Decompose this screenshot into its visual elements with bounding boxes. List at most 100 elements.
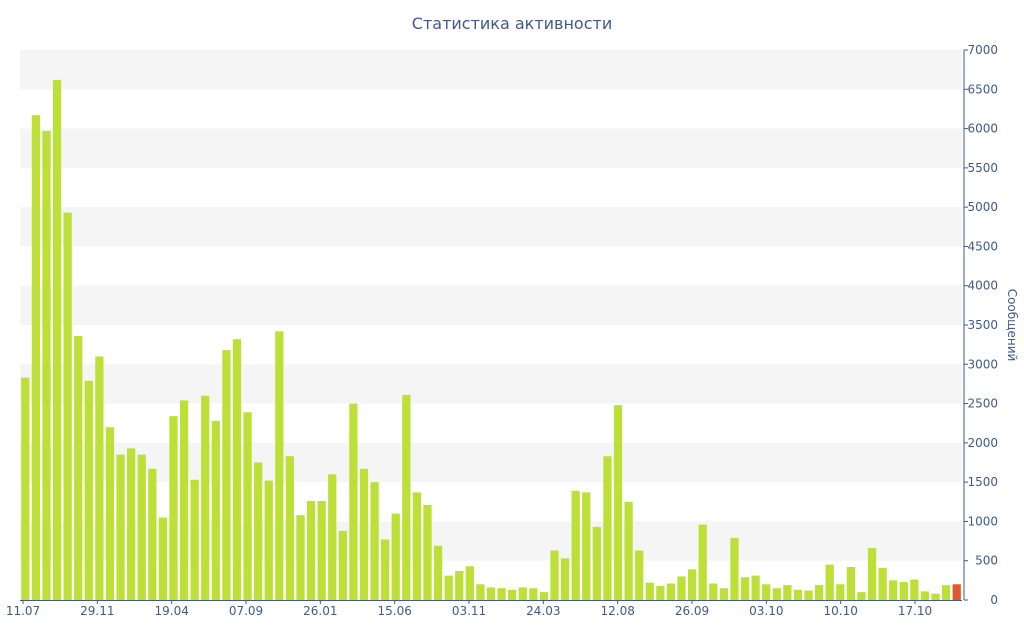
bar[interactable] bbox=[296, 515, 305, 600]
x-tick-label: 03.10 bbox=[749, 604, 783, 618]
bar[interactable] bbox=[455, 570, 464, 600]
bar[interactable] bbox=[677, 576, 686, 600]
bar[interactable] bbox=[497, 588, 506, 600]
bar[interactable] bbox=[931, 593, 940, 600]
bar[interactable] bbox=[645, 582, 654, 600]
bar[interactable] bbox=[190, 479, 199, 600]
x-tick-label: 17.10 bbox=[898, 604, 932, 618]
bar[interactable] bbox=[444, 575, 453, 600]
bar[interactable] bbox=[31, 115, 41, 601]
bar[interactable] bbox=[179, 400, 189, 600]
bar[interactable] bbox=[920, 591, 930, 600]
bar[interactable] bbox=[95, 356, 104, 600]
bar[interactable] bbox=[21, 377, 30, 600]
y-tick-label: 3500 bbox=[967, 318, 998, 332]
bar[interactable] bbox=[952, 584, 961, 600]
bar[interactable] bbox=[328, 474, 337, 600]
x-tick-label: 24.03 bbox=[526, 604, 560, 618]
bar[interactable] bbox=[867, 548, 877, 600]
bar[interactable] bbox=[63, 212, 72, 600]
bar[interactable] bbox=[222, 350, 231, 600]
grid-band bbox=[20, 285, 962, 325]
bar[interactable] bbox=[74, 336, 83, 600]
bar[interactable] bbox=[52, 79, 62, 601]
bar[interactable] bbox=[285, 456, 295, 600]
bar[interactable] bbox=[751, 575, 760, 600]
bar[interactable] bbox=[105, 427, 115, 600]
bar[interactable] bbox=[592, 526, 601, 600]
bar[interactable] bbox=[804, 590, 813, 600]
bar[interactable] bbox=[560, 558, 570, 600]
bar[interactable] bbox=[306, 501, 316, 600]
y-tick-label: 1500 bbox=[967, 475, 998, 489]
bar[interactable] bbox=[846, 567, 855, 600]
bar[interactable] bbox=[613, 405, 623, 600]
bar[interactable] bbox=[529, 588, 538, 600]
bar[interactable] bbox=[349, 403, 358, 600]
bar[interactable] bbox=[137, 454, 146, 600]
bar[interactable] bbox=[666, 583, 676, 601]
bar[interactable] bbox=[211, 420, 220, 600]
bar[interactable] bbox=[656, 585, 665, 600]
bar[interactable] bbox=[169, 416, 178, 600]
bar[interactable] bbox=[433, 545, 443, 600]
bar[interactable] bbox=[762, 584, 771, 600]
bar[interactable] bbox=[338, 530, 347, 600]
bar[interactable] bbox=[539, 592, 549, 600]
bar[interactable] bbox=[899, 581, 908, 600]
bar[interactable] bbox=[201, 395, 210, 600]
bar[interactable] bbox=[518, 587, 527, 600]
grid-band bbox=[20, 207, 962, 247]
bar[interactable] bbox=[402, 394, 411, 600]
bar[interactable] bbox=[719, 588, 728, 600]
bar[interactable] bbox=[814, 585, 824, 600]
bar[interactable] bbox=[116, 454, 125, 600]
bar[interactable] bbox=[391, 513, 400, 600]
bar[interactable] bbox=[825, 564, 834, 600]
bar[interactable] bbox=[243, 412, 252, 600]
bar[interactable] bbox=[772, 588, 781, 600]
bar[interactable] bbox=[624, 501, 633, 600]
bar[interactable] bbox=[412, 492, 422, 600]
grid-band bbox=[20, 364, 962, 404]
bar[interactable] bbox=[550, 550, 559, 601]
bar[interactable] bbox=[889, 580, 898, 600]
bar[interactable] bbox=[857, 592, 866, 600]
bar[interactable] bbox=[793, 589, 803, 600]
bar[interactable] bbox=[264, 480, 273, 600]
bar[interactable] bbox=[370, 482, 379, 600]
bar[interactable] bbox=[603, 456, 612, 600]
bar[interactable] bbox=[486, 587, 496, 600]
bar[interactable] bbox=[571, 490, 580, 600]
bar[interactable] bbox=[740, 577, 750, 600]
bar[interactable] bbox=[359, 468, 369, 600]
bar[interactable] bbox=[148, 468, 157, 600]
bar[interactable] bbox=[127, 448, 136, 600]
bar[interactable] bbox=[423, 504, 432, 600]
bar[interactable] bbox=[582, 492, 591, 600]
bar[interactable] bbox=[910, 579, 919, 600]
bar[interactable] bbox=[275, 331, 284, 600]
bar[interactable] bbox=[635, 550, 644, 601]
bar[interactable] bbox=[783, 585, 792, 600]
bar[interactable] bbox=[508, 589, 517, 600]
bar[interactable] bbox=[317, 501, 326, 600]
bar[interactable] bbox=[942, 585, 951, 600]
x-tick-label: 26.01 bbox=[303, 604, 337, 618]
bar[interactable] bbox=[42, 130, 51, 600]
bar[interactable] bbox=[158, 517, 168, 601]
bar[interactable] bbox=[709, 583, 718, 601]
bar[interactable] bbox=[730, 537, 739, 600]
bar[interactable] bbox=[836, 584, 845, 600]
bar[interactable] bbox=[465, 566, 474, 600]
bar[interactable] bbox=[254, 462, 263, 601]
bar[interactable] bbox=[698, 524, 707, 600]
bar[interactable] bbox=[878, 567, 887, 600]
bar[interactable] bbox=[232, 339, 242, 600]
x-tick-label: 10.10 bbox=[823, 604, 857, 618]
bar[interactable] bbox=[687, 569, 697, 600]
bar[interactable] bbox=[84, 380, 93, 600]
x-tick-label: 11.07 bbox=[6, 604, 40, 618]
bar[interactable] bbox=[381, 539, 390, 601]
bar[interactable] bbox=[476, 584, 485, 600]
